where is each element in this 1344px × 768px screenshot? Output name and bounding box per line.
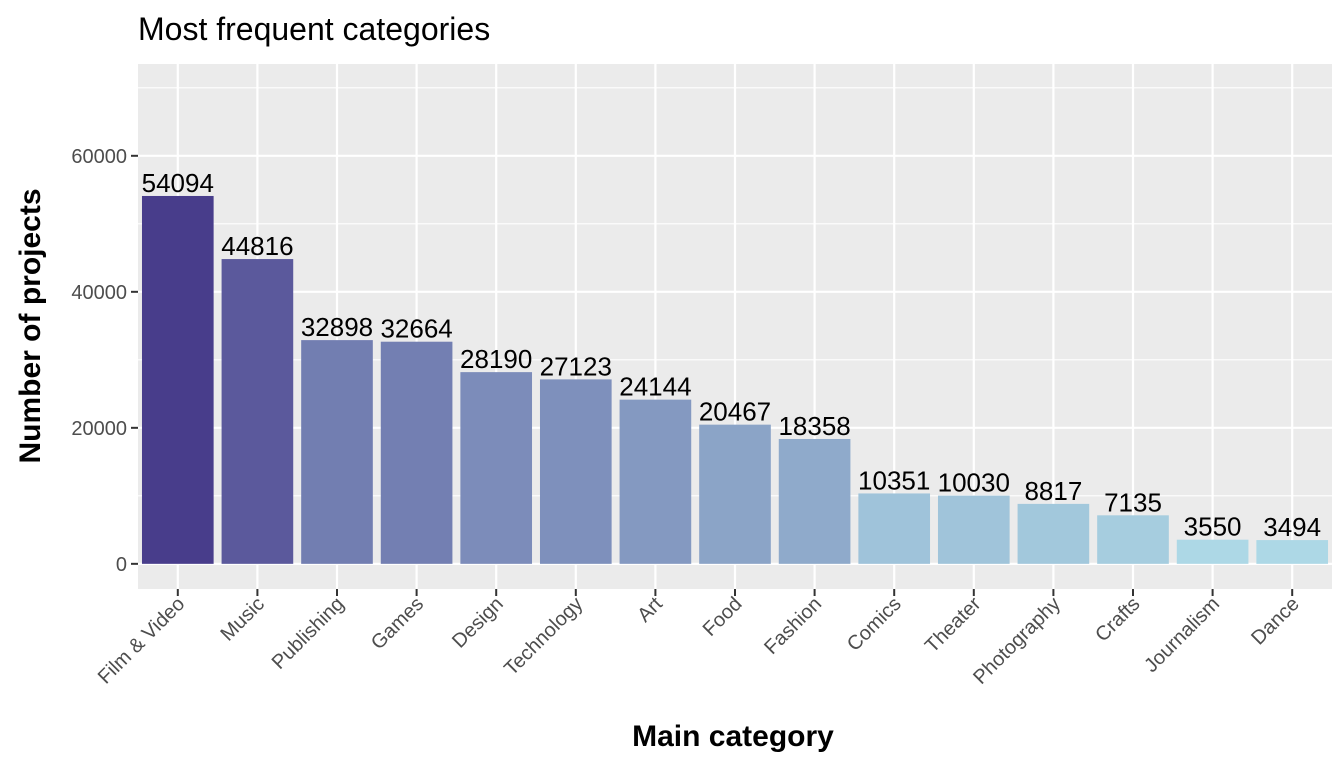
bar	[380, 341, 453, 564]
data-label: 8817	[1024, 476, 1082, 506]
y-tick-label: 60000	[71, 146, 127, 168]
bar	[141, 195, 214, 564]
x-tick-label: Film & Video	[94, 593, 189, 688]
bar	[619, 399, 692, 564]
x-tick-label: Music	[216, 593, 268, 645]
bar	[539, 379, 612, 564]
data-label: 3494	[1263, 512, 1321, 542]
x-tick-label: Comics	[843, 593, 906, 656]
data-label: 3550	[1184, 512, 1242, 542]
y-tick-label: 20000	[71, 418, 127, 440]
bar	[1256, 540, 1329, 564]
x-tick-label: Food	[699, 593, 747, 641]
bar	[937, 495, 1010, 564]
bar	[301, 340, 373, 564]
x-tick-label: Design	[448, 593, 508, 653]
chart-title: Most frequent categories	[138, 11, 490, 47]
data-label: 7135	[1104, 487, 1162, 517]
data-label: 10030	[938, 468, 1010, 498]
y-axis: 0 20000 40000 60000	[71, 146, 138, 576]
y-tick-label: 40000	[71, 282, 127, 304]
x-tick-label: Crafts	[1091, 593, 1144, 646]
x-tick-label: Journalism	[1140, 593, 1224, 677]
bar	[1097, 515, 1169, 564]
x-tick-label: Dance	[1247, 593, 1303, 649]
data-label: 10351	[858, 465, 930, 495]
data-label: 27123	[540, 351, 612, 381]
data-label: 32898	[301, 312, 373, 342]
x-tick-label: Theater	[921, 593, 986, 658]
bar	[1017, 503, 1090, 564]
data-label: 18358	[778, 411, 850, 441]
bar	[221, 259, 294, 564]
data-label: 28190	[460, 344, 532, 374]
x-axis-title: Main category	[632, 720, 834, 753]
data-label: 20467	[699, 397, 771, 427]
x-tick-label: Games	[367, 593, 428, 654]
bar	[858, 493, 931, 564]
bar	[1176, 539, 1249, 564]
bar	[460, 372, 533, 564]
x-tick-label: Fashion	[760, 593, 826, 659]
bars	[141, 195, 1329, 564]
x-tick-label: Publishing	[268, 593, 349, 674]
bar	[778, 438, 851, 564]
x-tick-label: Art	[633, 593, 667, 627]
y-tick-label: 0	[116, 554, 127, 576]
y-axis-title: Number of projects	[14, 188, 47, 463]
data-label: 54094	[142, 168, 214, 198]
data-label: 32664	[380, 314, 452, 344]
x-tick-label: Technology	[500, 593, 587, 680]
bar	[699, 424, 771, 564]
data-label: 44816	[221, 231, 293, 261]
data-label: 24144	[619, 372, 691, 402]
